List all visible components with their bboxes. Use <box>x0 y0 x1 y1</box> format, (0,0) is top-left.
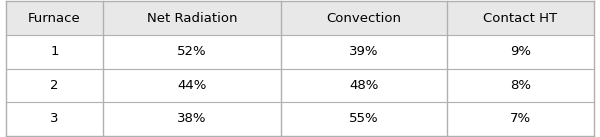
Bar <box>281 35 447 68</box>
Text: 8%: 8% <box>510 79 531 92</box>
Text: 39%: 39% <box>349 45 379 58</box>
Bar <box>6 1 103 35</box>
Bar <box>103 1 281 35</box>
Text: 7%: 7% <box>510 112 531 125</box>
Text: 52%: 52% <box>177 45 207 58</box>
Text: Contact HT: Contact HT <box>484 12 557 25</box>
Bar <box>281 102 447 136</box>
Bar <box>447 1 594 35</box>
Text: Furnace: Furnace <box>28 12 81 25</box>
Text: 3: 3 <box>50 112 59 125</box>
Text: Net Radiation: Net Radiation <box>147 12 238 25</box>
Bar <box>281 68 447 102</box>
Text: 1: 1 <box>50 45 59 58</box>
Bar <box>103 102 281 136</box>
Text: 48%: 48% <box>349 79 379 92</box>
Bar <box>281 1 447 35</box>
Text: 9%: 9% <box>510 45 531 58</box>
Text: 55%: 55% <box>349 112 379 125</box>
Bar <box>103 35 281 68</box>
Bar <box>103 68 281 102</box>
Text: 38%: 38% <box>178 112 207 125</box>
Text: 2: 2 <box>50 79 59 92</box>
Bar <box>447 102 594 136</box>
Bar <box>447 35 594 68</box>
Bar <box>6 68 103 102</box>
Text: Convection: Convection <box>326 12 401 25</box>
Text: 44%: 44% <box>178 79 207 92</box>
Bar <box>6 35 103 68</box>
Bar <box>6 102 103 136</box>
Bar <box>447 68 594 102</box>
